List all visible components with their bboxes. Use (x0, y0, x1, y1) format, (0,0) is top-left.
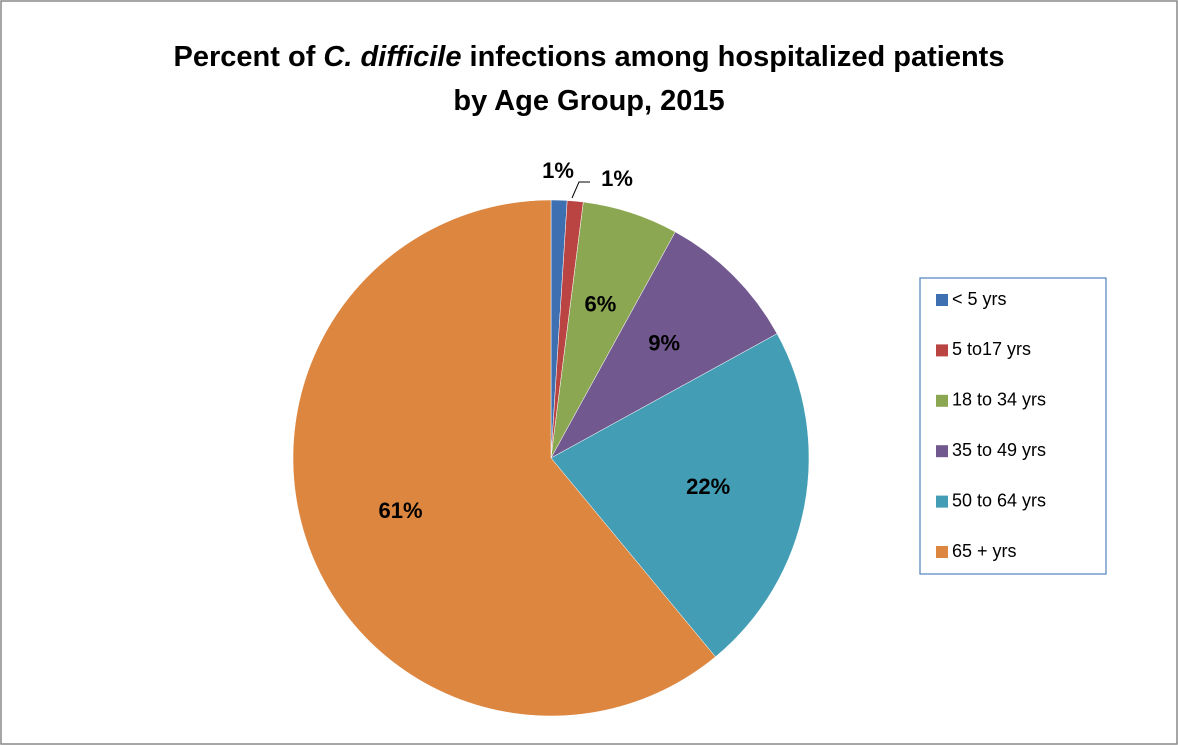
data-label: 6% (585, 292, 617, 317)
legend-label: 65 + yrs (952, 541, 1017, 561)
chart-title: Percent of C. difficile infections among… (174, 41, 1005, 73)
legend-swatch (936, 394, 948, 407)
legend-swatch (936, 495, 948, 508)
legend-label: 35 to 49 yrs (952, 440, 1046, 460)
legend-label: 18 to 34 yrs (952, 390, 1046, 410)
data-label: 22% (686, 474, 730, 499)
legend-box (919, 277, 1107, 575)
leader-line (571, 181, 590, 199)
data-label: 1% (601, 166, 633, 191)
title-part: C. difficile (323, 41, 461, 73)
data-label: 1% (542, 158, 574, 183)
legend-swatch (936, 294, 948, 306)
legend-label: < 5 yrs (952, 289, 1007, 309)
pie-slice (292, 199, 716, 717)
legend-swatch (936, 344, 948, 357)
legend-label: 5 to17 yrs (952, 339, 1031, 359)
pie-slice (550, 231, 778, 459)
legend-swatch (936, 445, 948, 458)
legend-label: 50 to 64 yrs (952, 490, 1046, 510)
data-label: 9% (648, 331, 680, 356)
title-part: by Age Group, 2015 (453, 85, 724, 117)
legend-swatch (936, 546, 948, 558)
chart-title: by Age Group, 2015 (453, 85, 724, 117)
pie-slice (550, 333, 810, 658)
title-part: Percent of (174, 41, 324, 73)
title-part: infections among hospitalized patients (461, 41, 1004, 73)
data-label: 61% (378, 498, 422, 523)
